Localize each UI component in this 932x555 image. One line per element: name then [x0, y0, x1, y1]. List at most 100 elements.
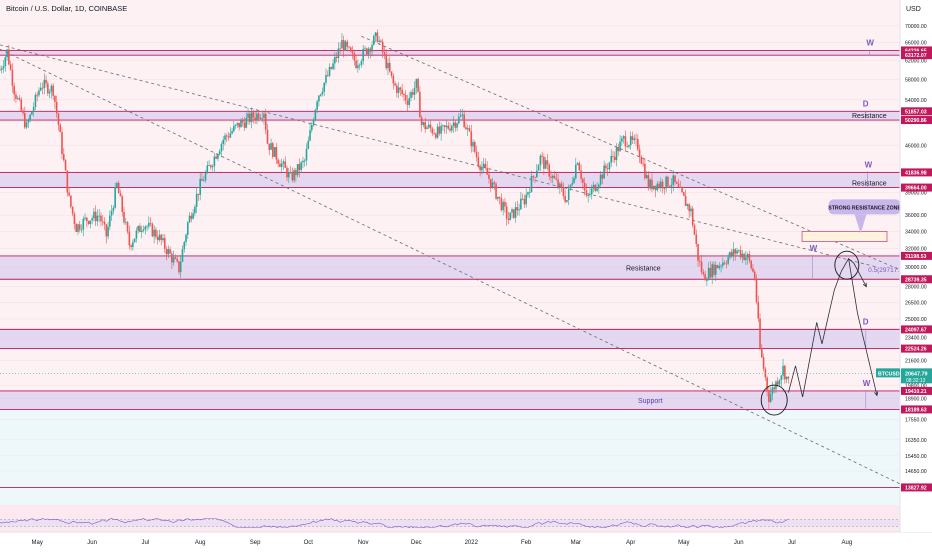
candle-body	[148, 223, 150, 226]
candle-body	[593, 185, 595, 189]
candle-body	[343, 40, 345, 50]
month-tick-label: Aug	[842, 540, 853, 546]
candle-body	[788, 377, 790, 379]
candle-body	[602, 175, 604, 179]
candle-body	[761, 348, 763, 357]
candle-body	[215, 157, 217, 159]
candle-body	[749, 254, 751, 261]
candle-body	[648, 175, 650, 188]
candle-body	[157, 237, 159, 240]
candle-body	[300, 162, 302, 170]
level-price-label: 51857.03	[905, 109, 927, 115]
candle-body	[483, 164, 485, 167]
candle-body	[458, 117, 460, 124]
candle-body	[715, 265, 717, 275]
candle-body	[159, 235, 161, 240]
candle-body	[382, 42, 384, 53]
candle-body	[470, 131, 472, 146]
candle-body	[59, 125, 61, 132]
candle-body	[137, 226, 139, 231]
candle-body	[299, 164, 301, 170]
candle-body	[61, 132, 63, 154]
candle-body	[557, 180, 559, 188]
zone-band	[0, 329, 900, 348]
zone-letter: D	[863, 99, 869, 108]
candle-body	[268, 144, 270, 150]
candle-body	[529, 192, 531, 193]
zone-label: Resistance	[852, 181, 887, 188]
candle-body	[664, 188, 666, 189]
candle-body	[621, 138, 623, 141]
candle-body	[272, 143, 274, 157]
candle-body	[655, 186, 657, 190]
candle-body	[361, 61, 363, 65]
candle-body	[681, 188, 683, 193]
candle-body	[1, 69, 3, 70]
candle-body	[435, 134, 437, 138]
candle-body	[162, 238, 164, 240]
candle-body	[265, 114, 267, 130]
month-tick-label: Jul	[141, 540, 149, 546]
month-tick-label: Dec	[411, 540, 422, 546]
candle-body	[538, 165, 540, 170]
candle-body	[105, 224, 107, 236]
candle-body	[509, 213, 511, 221]
candle-body	[247, 114, 249, 118]
candle-body	[77, 224, 79, 232]
candle-body	[54, 96, 56, 102]
candle-body	[366, 48, 368, 54]
rsi-background	[0, 505, 900, 532]
candle-body	[697, 244, 699, 261]
candle-body	[113, 208, 115, 211]
strong-resistance-box	[802, 231, 887, 241]
price-tick-label: 58000.00	[905, 77, 927, 83]
candle-body	[65, 160, 67, 170]
candle-body	[13, 86, 15, 95]
candle-body	[653, 186, 655, 189]
zone-letter: W	[865, 160, 873, 169]
candle-body	[249, 114, 251, 122]
candle-body	[68, 193, 70, 196]
candle-body	[451, 126, 453, 131]
candle-body	[26, 123, 28, 128]
candle-body	[369, 49, 371, 52]
candle-body	[501, 198, 503, 210]
candle-body	[747, 254, 749, 257]
candle-body	[757, 302, 759, 318]
candle-body	[393, 76, 395, 84]
candle-body	[210, 165, 212, 167]
candle-body	[240, 121, 242, 128]
candle-body	[637, 139, 639, 149]
candle-body	[33, 107, 35, 112]
candle-body	[628, 145, 630, 147]
candle-body	[86, 218, 88, 221]
candle-body	[307, 141, 309, 149]
candle-body	[440, 126, 442, 134]
candle-body	[51, 86, 53, 92]
candle-body	[580, 170, 582, 178]
candle-body	[619, 142, 621, 152]
candle-body	[107, 227, 109, 237]
candle-body	[786, 377, 788, 380]
candle-body	[536, 171, 538, 177]
candle-body	[462, 114, 464, 115]
candle-body	[646, 175, 648, 178]
zone-band	[0, 50, 900, 55]
candle-body	[563, 188, 565, 196]
candle-body	[543, 157, 545, 169]
current-price-value: 20647.79	[905, 371, 927, 377]
candle-body	[36, 95, 38, 96]
candle-body	[28, 121, 30, 123]
candle-body	[570, 185, 572, 189]
candle-body	[447, 126, 449, 129]
candle-body	[750, 261, 752, 269]
candle-body	[600, 175, 602, 185]
candle-body	[160, 235, 162, 240]
candle-body	[623, 136, 625, 138]
candle-body	[166, 249, 168, 255]
candle-body	[120, 193, 122, 196]
candle-body	[254, 118, 256, 120]
candle-body	[378, 41, 380, 42]
